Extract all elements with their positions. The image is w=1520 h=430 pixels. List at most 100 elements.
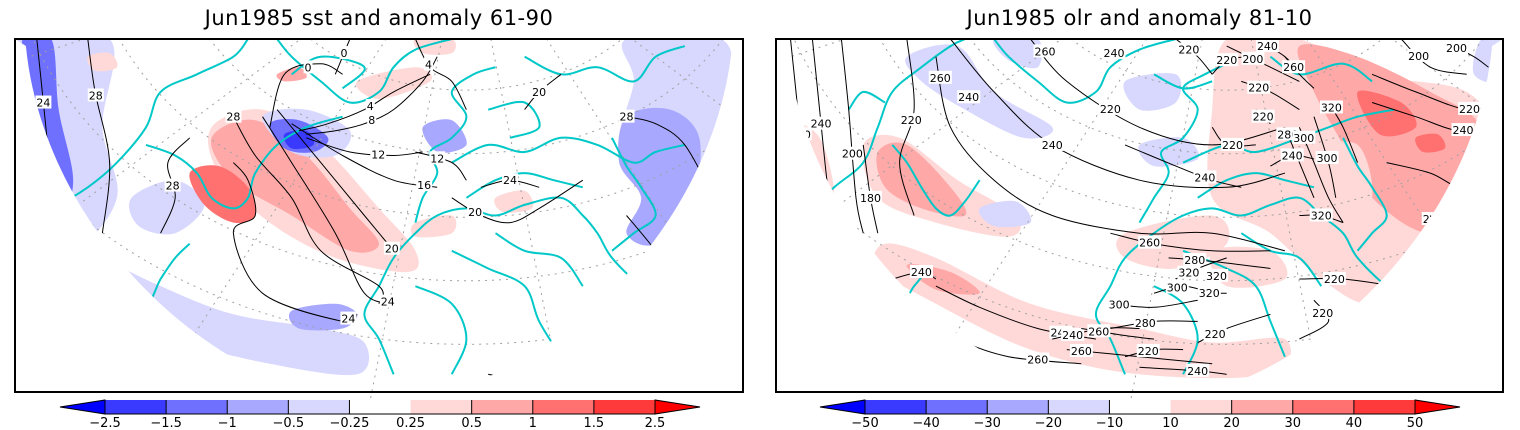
contour-label: 220 (1312, 307, 1333, 320)
contour-line (1429, 215, 1467, 252)
contour-label: 260 (1088, 325, 1109, 338)
contour-label: 280 (1135, 317, 1156, 330)
contour-label-bg (1458, 101, 1482, 115)
contour-label-bg (1451, 123, 1475, 137)
colorbar-segment (593, 400, 655, 414)
contour-label: 260 (1139, 237, 1160, 250)
contour-label-bg (1040, 137, 1064, 151)
contour-label-bg (840, 146, 864, 160)
contour-label: 28 (89, 89, 103, 102)
coastline (1197, 172, 1315, 199)
contour-label-bg (1280, 148, 1304, 162)
coastline (524, 45, 686, 83)
contour-label-bg (531, 84, 548, 98)
contour-label-bg (1133, 315, 1157, 329)
colorbar-segment (288, 400, 350, 414)
contour-label: 240 (1194, 171, 1215, 184)
colorbar-tick-label: −0.5 (273, 416, 305, 430)
colorbar-segment (1048, 400, 1110, 414)
contour-label: 260 (930, 72, 951, 85)
colorbar-tick-label: 30 (1285, 416, 1302, 430)
contour-label-bg (35, 95, 52, 109)
contour-label-bg (1292, 130, 1316, 144)
coastline (1240, 232, 1323, 287)
contour-label-bg (87, 88, 104, 102)
coastline (1342, 137, 1388, 252)
anomaly-shade-region (873, 243, 1291, 379)
contour-label-bg (618, 109, 635, 123)
coastline (451, 136, 686, 164)
contour-label: 0 (341, 47, 348, 60)
contour-label-bg (1315, 150, 1339, 164)
contour-label: 4 (367, 100, 374, 113)
contour-line (1400, 39, 1467, 75)
contour-label-bg (1215, 53, 1239, 67)
contour-label-bg (424, 57, 434, 71)
olr-anomaly-colorbar: −50 −40 −30 −20 −10 10 20 30 40 50 (819, 399, 1461, 430)
contour-label: 240 (1282, 149, 1303, 162)
colorbar-tick-label: 40 (1346, 416, 1363, 430)
colorbar-tick-label: −30 (974, 416, 1001, 430)
contour-label: 220 (1459, 103, 1480, 116)
contour-line (87, 39, 111, 234)
contour-label-bg (1444, 41, 1468, 55)
anomaly-shade-region (1138, 137, 1199, 167)
contour-label: 28 (620, 111, 634, 124)
contour-label: 220 (1205, 328, 1226, 341)
contour-label-bg (1026, 352, 1050, 366)
contour-label-bg (1319, 100, 1343, 114)
colorbar-segment (1292, 400, 1354, 414)
contour-label-bg (1322, 272, 1346, 286)
contour-line (262, 116, 394, 305)
anomaly-shade-region (1297, 44, 1488, 234)
colorbar-segment (532, 400, 594, 414)
contour-label: 240 (1062, 329, 1083, 342)
colorbar-extend-high (1414, 399, 1461, 415)
contour-label: 12 (371, 148, 385, 161)
colorbar-segment (1170, 400, 1232, 414)
anomaly-shade-region (494, 190, 534, 213)
contour-label: 240 (1453, 124, 1474, 137)
contour-line (950, 39, 1286, 189)
colorbar-segment (1353, 400, 1415, 414)
contour-label-bg (502, 173, 519, 187)
contour-label-bg (1177, 265, 1201, 279)
contour-label-bg (899, 113, 923, 127)
colorbar-tick-label: −0.25 (330, 416, 370, 430)
contour-label: 220 (1222, 139, 1243, 152)
colorbar-segment (865, 400, 927, 414)
contour-label: 28 (226, 111, 240, 124)
coastline (451, 249, 562, 358)
contour-label: 28 (166, 179, 180, 192)
contour-label-bg (1407, 48, 1431, 62)
anomaly-shade-region (1415, 133, 1446, 153)
contour-label: 260 (1463, 181, 1484, 194)
contour-label: 200 (842, 148, 863, 161)
contour-line (1226, 45, 1300, 82)
contour-label-bg (379, 294, 396, 308)
right-panel-title: Jun1985 olr and anomaly 81-10 (966, 6, 1313, 30)
contour-label: 20 (385, 243, 399, 256)
contour-label-bg (1136, 344, 1160, 358)
contour-label-bg (1221, 137, 1245, 151)
anomaly-shade-region (189, 165, 256, 224)
contour-label: 12 (430, 152, 444, 165)
contour-label-bg (225, 109, 242, 123)
contour-label-bg (164, 178, 181, 192)
contour-line (1429, 215, 1446, 252)
contour-label: 220 (1324, 273, 1345, 286)
contour-label-bg (809, 116, 833, 130)
contour-label: 8 (368, 114, 375, 127)
contour-label-bg (859, 190, 883, 204)
colorbar-tick-label: 1 (529, 416, 537, 430)
anomaly-shade-region (1209, 246, 1288, 288)
contour-label-bg (340, 311, 357, 325)
contour-label: 260 (1027, 354, 1048, 367)
coastline (276, 39, 453, 104)
contour-label: 24 (36, 97, 50, 110)
colorbar-tick-label: 1.5 (584, 416, 605, 430)
anomaly-shade-region (1456, 161, 1490, 214)
contour-label-bg (1165, 280, 1189, 294)
contour-label-bg (1311, 305, 1335, 319)
